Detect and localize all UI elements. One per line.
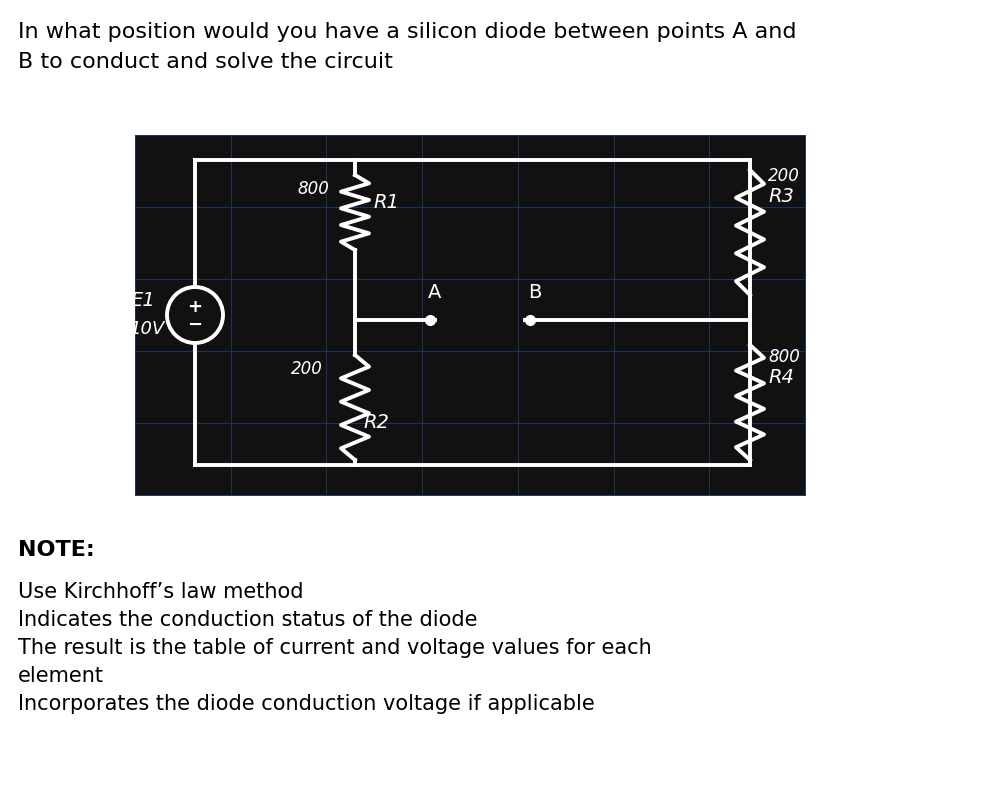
Text: The result is the table of current and voltage values for each: The result is the table of current and v…	[18, 638, 652, 658]
Text: element: element	[18, 666, 104, 686]
Text: R3: R3	[768, 187, 794, 206]
Text: R1: R1	[373, 193, 398, 212]
Text: 200: 200	[291, 360, 323, 378]
Text: 10V: 10V	[129, 320, 165, 338]
Text: B to conduct and solve the circuit: B to conduct and solve the circuit	[18, 52, 392, 72]
Text: NOTE:: NOTE:	[18, 540, 95, 560]
Text: B: B	[529, 283, 542, 302]
Text: In what position would you have a silicon diode between points A and: In what position would you have a silico…	[18, 22, 797, 42]
Text: 200: 200	[768, 167, 800, 185]
Text: 800: 800	[768, 348, 800, 366]
Bar	[135, 135, 805, 495]
Text: Indicates the conduction status of the diode: Indicates the conduction status of the d…	[18, 610, 477, 630]
Text: A: A	[428, 283, 441, 302]
Text: 800: 800	[297, 180, 329, 198]
Text: −: −	[187, 316, 202, 334]
Text: R4: R4	[768, 368, 794, 387]
Text: R2: R2	[363, 412, 388, 431]
Text: Incorporates the diode conduction voltage if applicable: Incorporates the diode conduction voltag…	[18, 694, 595, 714]
Text: E1: E1	[130, 290, 155, 309]
Text: +: +	[187, 298, 202, 316]
Text: Use Kirchhoff’s law method: Use Kirchhoff’s law method	[18, 582, 303, 602]
